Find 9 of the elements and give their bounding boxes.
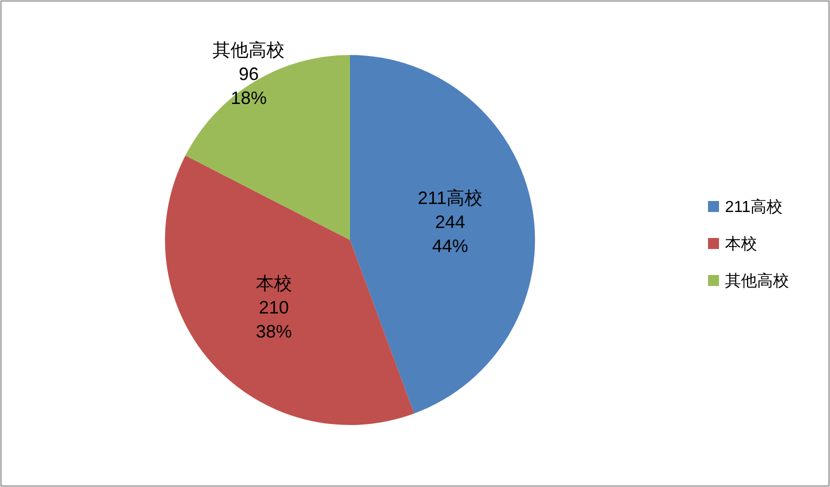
data-label: 96 18% bbox=[230, 64, 267, 108]
slice-label: 本校 bbox=[256, 274, 292, 294]
legend-label: 其他高校 bbox=[725, 272, 789, 290]
legend-label: 211高校 bbox=[725, 198, 783, 216]
data-label: 244 44% bbox=[432, 212, 468, 256]
data-label: 210 38% bbox=[256, 298, 292, 342]
legend-label: 本校 bbox=[725, 235, 757, 253]
slice-label: 211高校 bbox=[418, 188, 483, 208]
slice-label: 其他高校 bbox=[212, 40, 285, 60]
